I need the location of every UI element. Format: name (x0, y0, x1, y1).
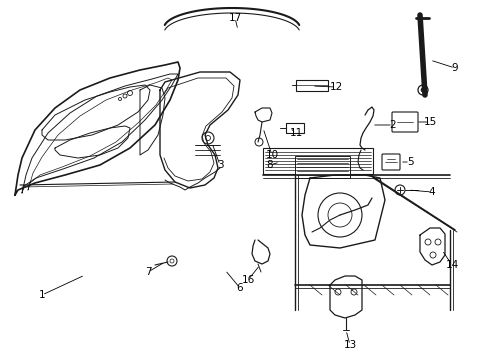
Text: 4: 4 (428, 187, 434, 197)
Text: 17: 17 (228, 13, 241, 23)
Text: 7: 7 (144, 267, 151, 277)
Text: 16: 16 (241, 275, 254, 285)
Text: 8: 8 (266, 160, 273, 170)
Text: 3: 3 (216, 160, 223, 170)
FancyBboxPatch shape (381, 154, 399, 170)
Bar (285, 123, 304, 133)
Text: 6: 6 (236, 283, 243, 293)
Circle shape (417, 85, 427, 95)
Text: 11: 11 (289, 128, 302, 138)
Bar (263, 148, 372, 174)
Bar (294, 156, 349, 178)
Text: 2: 2 (389, 120, 395, 130)
Text: 10: 10 (265, 150, 278, 160)
Text: 14: 14 (445, 260, 458, 270)
Text: 15: 15 (423, 117, 436, 127)
Text: 12: 12 (329, 82, 342, 92)
FancyBboxPatch shape (391, 112, 417, 132)
Text: 5: 5 (406, 157, 412, 167)
Text: 13: 13 (343, 340, 356, 350)
Text: 1: 1 (39, 290, 45, 300)
Circle shape (420, 88, 424, 92)
Text: 9: 9 (451, 63, 457, 73)
Bar (295, 80, 327, 91)
